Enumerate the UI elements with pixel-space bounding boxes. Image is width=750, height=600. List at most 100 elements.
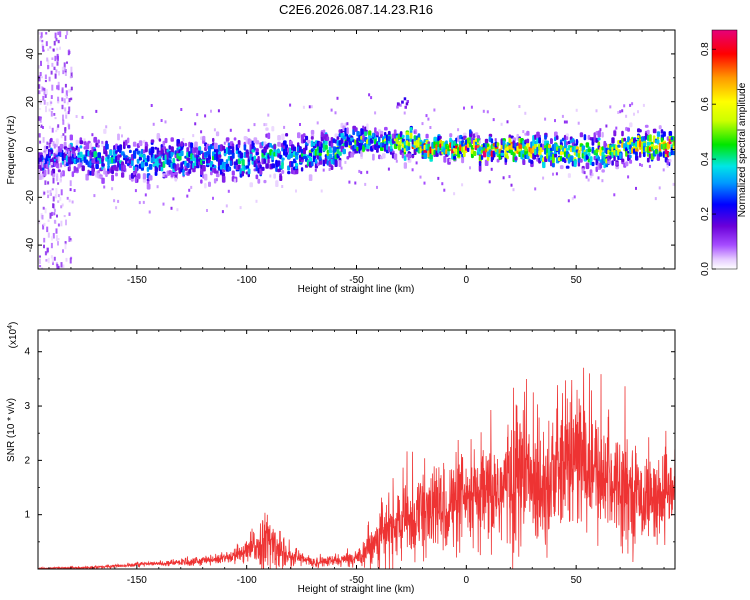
heatmap-speck [561,114,564,118]
heatmap-cell [249,182,253,188]
heatmap-cell [372,132,375,138]
heatmap-cell [648,134,652,142]
heatmap-cell [302,133,306,138]
heatmap-noise-cell [55,129,58,133]
heatmap-cell [162,140,166,146]
heatmap-speck [210,109,212,113]
heatmap-cell [170,151,174,157]
heatmap-cell [374,138,377,144]
heatmap-noise-cell [57,84,60,91]
heatmap-cell [344,140,348,148]
heatmap-cell [492,143,496,147]
heatmap-cell [164,174,168,179]
heatmap-speck [156,185,159,189]
snr-scale-exponent: 4 [7,325,14,329]
heatmap-noise-cell [57,31,60,36]
heatmap-cell [111,165,114,170]
heatmap-cell [429,154,433,160]
heatmap-noise-cell [62,70,65,75]
heatmap-cell [639,129,642,133]
heatmap-cell [75,159,80,163]
heatmap-speck [101,140,104,144]
heatmap-speck [613,193,616,197]
heatmap-cell [565,141,569,146]
heatmap-speck [427,117,430,121]
heatmap-cell [198,150,201,156]
heatmap-noise-cell [68,144,71,148]
heatmap-cell [611,137,615,144]
heatmap-cell [158,138,162,142]
heatmap-cell [372,144,375,149]
heatmap-cell [273,173,276,179]
heatmap-noise-cell [52,196,55,202]
heatmap-speck [253,123,256,127]
heatmap-cell [526,142,530,148]
heatmap-noise-cell [59,197,62,201]
heatmap-cell [613,130,617,137]
heatmap-cell [130,159,134,167]
heatmap-noise-cell [61,87,64,93]
heatmap-cell [210,171,213,176]
heatmap-speck [423,181,426,185]
heatmap-noise-cell [64,135,67,141]
heatmap-cell [257,178,261,184]
heatmap-cell [637,135,640,139]
heatmap-cell [534,148,537,155]
heatmap-cell [554,154,558,158]
heatmap-speck [642,103,645,107]
heatmap-noise-cell [57,156,60,162]
heatmap-cell [267,158,270,164]
heatmap-speck [364,182,367,186]
heatmap-cell [237,144,241,149]
heatmap-cell [79,162,83,167]
heatmap-speck [113,199,116,203]
heatmap-noise-cell [45,41,48,47]
heatmap-cell [360,128,364,135]
heatmap-speck [449,159,452,162]
heatmap-cell [587,148,592,153]
heatmap-cell [156,147,160,155]
colorbar-ticks: 0.0 0.2 0.4 0.6 0.8 [700,42,716,276]
heatmap-speck [599,128,602,132]
heatmap-speck [212,196,214,200]
heatmap-speck [413,130,416,134]
heatmap-noise-cell [53,66,56,70]
heatmap-cells [38,30,675,269]
heatmap-cell [658,125,662,130]
heatmap-speck [57,194,60,198]
heatmap-cell [243,144,247,151]
heatmap-speck [654,197,657,201]
heatmap-cell [134,148,139,152]
heatmap-cell [160,147,164,155]
heatmap-cell [360,142,363,149]
heatmap-noise-cell [53,162,56,167]
heatmap-cell [215,170,219,174]
heatmap-noise-cell [42,87,45,91]
heatmap-noise-cell [65,219,67,226]
heatmap-noise-cell [46,141,49,145]
heatmap-cell [662,131,666,137]
heatmap-cell [136,174,141,178]
heatmap-cell [225,147,229,154]
heatmap-spike-cell [397,102,400,106]
heatmap-cell [559,165,564,170]
heatmap-cell [672,150,675,156]
heatmap-noise-cell [39,161,42,166]
heatmap-noise-cell [48,76,51,82]
heatmap-noise-cell [55,188,58,195]
heatmap-cell [660,129,664,134]
heatmap-noise-cell [43,191,46,195]
heatmap-cell [55,138,59,145]
heatmap-speck [105,125,108,129]
heatmap-cell [439,135,442,139]
heatmap-cell [138,156,142,161]
heatmap-cell [652,135,656,141]
heatmap-cell [123,164,126,171]
heatmap-speck [518,105,521,108]
heatmap-speck [138,201,141,205]
heatmap-cell [621,130,624,137]
heatmap-speck [67,111,70,115]
heatmap-speck [150,104,153,107]
heatmap-speck [217,109,220,113]
heatmap-cell [668,141,672,145]
